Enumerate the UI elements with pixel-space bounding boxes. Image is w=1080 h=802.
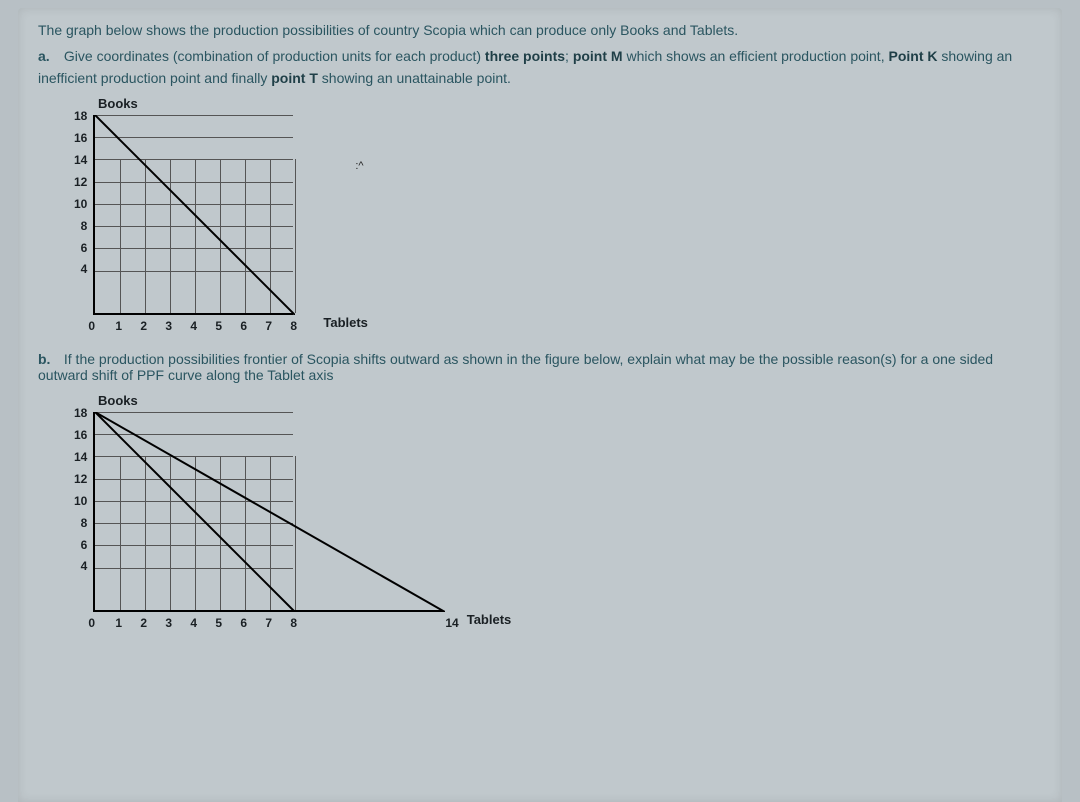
ytick: 10 (74, 197, 87, 211)
part-b-marker: b. (38, 351, 60, 367)
ytick: 14 (74, 153, 87, 167)
ytick: 8 (81, 516, 88, 530)
chart-a-xlabel: Tablets (323, 315, 368, 330)
xtick: 6 (240, 616, 265, 630)
ytick: 6 (81, 538, 88, 552)
chart-b-ylabel: Books (98, 393, 594, 408)
pa-pointM: point M (573, 48, 623, 64)
chart-a: Books 1816141210864 :^ 012345678 Tablets (74, 96, 594, 333)
xtick: 2 (140, 319, 165, 333)
xtick: 2 (140, 616, 165, 630)
pa-t1: Give coordinates (combination of product… (64, 48, 485, 64)
chart-b-xlabel: Tablets (467, 612, 512, 627)
xtick: 8 (290, 616, 315, 630)
ytick: 18 (74, 109, 87, 123)
pa-t2: ; (565, 48, 573, 64)
part-b-text: b. If the production possibilities front… (38, 351, 1042, 383)
page: The graph below shows the production pos… (18, 8, 1062, 802)
pa-pointK: Point K (888, 48, 937, 64)
xtick: 1 (115, 319, 140, 333)
chart-a-plot: :^ (93, 115, 293, 315)
part-a-marker: a. (38, 48, 60, 64)
ytick: 4 (81, 262, 88, 276)
ytick: 4 (81, 559, 88, 573)
xtick: 7 (265, 319, 290, 333)
pa-pointT: point T (271, 70, 318, 86)
xtick: 0 (88, 616, 115, 630)
ytick: 12 (74, 175, 87, 189)
ytick: 12 (74, 472, 87, 486)
ytick: 8 (81, 219, 88, 233)
pa-t3: which shows an efficient production poin… (623, 48, 889, 64)
xtick: 6 (240, 319, 265, 333)
xtick-far: 14 (445, 616, 458, 630)
chart-a-yticks: 18 16 14 12 10 8 6 4 (74, 109, 93, 277)
pa-l2-end: showing an unattainable point. (318, 70, 511, 86)
ytick: 18 (74, 406, 87, 420)
xtick: 5 (215, 319, 240, 333)
chart-a-annotation: :^ (355, 160, 363, 172)
xtick: 0 (88, 319, 115, 333)
part-a-line1: a. Give coordinates (combination of prod… (38, 48, 1042, 64)
xtick: 4 (190, 319, 215, 333)
pa-three: three points (485, 48, 565, 64)
chart-a-xticks: 012345678 (88, 319, 315, 333)
ytick: 16 (74, 131, 87, 145)
xtick: 8 (290, 319, 315, 333)
xtick: 5 (215, 616, 240, 630)
ytick: 10 (74, 494, 87, 508)
xtick: 1 (115, 616, 140, 630)
pb-text: If the production possibilities frontier… (38, 351, 993, 383)
chart-a-ylabel: Books (98, 96, 594, 111)
chart-b-xticks: 012345678 14 (88, 616, 458, 630)
xtick: 3 (165, 319, 190, 333)
ytick: 14 (74, 450, 87, 464)
xtick: 4 (190, 616, 215, 630)
intro-text: The graph below shows the production pos… (38, 22, 1042, 38)
part-a-line2: inefficient production point and finally… (38, 70, 1042, 86)
ytick: 16 (74, 428, 87, 442)
xtick: 3 (165, 616, 190, 630)
chart-b: Books 1816141210864 01234567814 Tablets (74, 393, 594, 630)
pa-t4: showing an (937, 48, 1012, 64)
chart-b-yticks: 18 16 14 12 10 8 6 4 (74, 406, 93, 574)
pa-l2-pre: inefficient production point and finally (38, 70, 271, 86)
xtick: 7 (265, 616, 290, 630)
ytick: 6 (81, 241, 88, 255)
chart-b-plot (93, 412, 443, 612)
